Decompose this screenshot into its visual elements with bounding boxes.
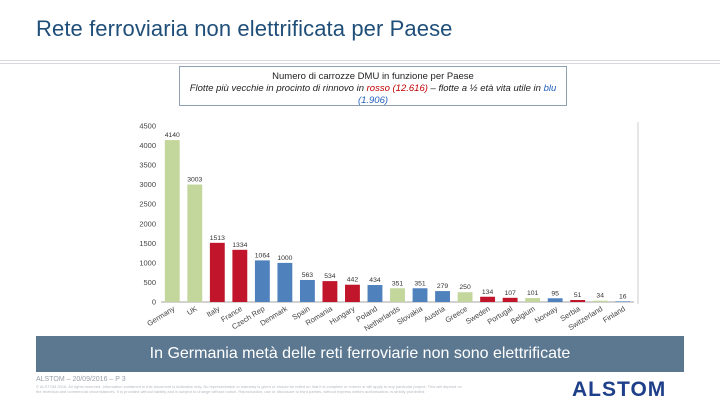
y-tick-label: 2000 [139,219,156,228]
bar-belgium [525,298,541,302]
footer-disclaimer: © ALSTOM 2016. All rights reserved. Info… [36,384,462,394]
bar-serbia [570,300,586,302]
data-label: 563 [302,272,314,279]
data-label: 1513 [210,235,225,242]
caption-blue-text: blu (1.906) [357,83,557,106]
y-tick-label: 500 [143,278,156,287]
bar-france [232,249,248,302]
y-tick-label: 3500 [139,161,156,170]
chart-caption: Numero di carrozze DMU in funzione per P… [179,66,567,106]
x-tick-label: Austria [422,304,447,324]
data-label: 51 [574,292,582,299]
y-tick-label: 4000 [139,141,156,150]
data-label: 134 [482,289,494,296]
bar-chart: 0 500 1000 1500 2000 2500 3000 3500 4000 4500 4140… [139,122,639,333]
alstom-logo: ALSTOM [572,378,667,401]
data-label: 107 [504,290,516,297]
data-label: 16 [619,293,627,300]
bar-hungary [345,284,360,302]
x-tick-label: Belgium [509,304,537,326]
caption-line-1: Numero di carrozze DMU in funzione per P… [272,71,474,82]
x-tick-label: UK [185,304,199,317]
y-tick-label: 4500 [139,122,156,131]
data-label: 1000 [277,255,292,262]
bar-norway [547,298,563,302]
data-label: 250 [459,284,471,291]
bar-romania [322,281,338,302]
bar-slovakia [412,288,428,302]
y-tick-label: 3000 [139,180,156,189]
data-label: 442 [347,277,359,284]
title-divider [0,58,720,66]
data-label: 1064 [255,252,270,259]
x-tick-label: Norway [533,304,560,325]
y-tick-label: 0 [152,298,156,307]
bar-finland [615,301,631,302]
caption-red-text: rosso (12.616) [366,83,428,94]
bar-portugal [502,297,518,302]
data-label: 351 [414,280,426,287]
conclusion-banner: In Germania metà delle reti ferroviarie … [36,336,684,372]
bar-spain [299,279,315,302]
data-label: 34 [596,293,604,300]
page-title: Rete ferroviaria non elettrificata per P… [36,16,453,41]
y-tick-label: 1500 [139,239,156,248]
bar-germany [164,140,180,302]
data-label: 351 [392,280,404,287]
bar-poland [367,285,383,302]
bar-uk [187,184,203,302]
data-label: 279 [437,283,449,290]
caption-line-2: Flotte più vecchie in procinto di rinnov… [180,83,566,107]
data-label: 534 [324,273,336,280]
data-label: 4140 [165,132,180,139]
caption-prefix: Flotte più vecchie in procinto di rinnov… [189,83,367,94]
x-tick-label: Hungary [328,304,357,327]
x-tick-label: Slovakia [395,304,425,327]
data-label: 101 [527,290,539,297]
caption-mid: – flotte a ½ età vita utile in [427,83,544,94]
bar-switzerland [592,300,608,302]
data-label: 3003 [187,177,202,184]
y-tick-label: 2500 [139,200,156,209]
bar-sweden [480,296,496,302]
bar-denmark [277,262,293,302]
data-label: 95 [551,290,559,297]
bar-czech-rep [254,260,270,302]
bar-greece [457,292,473,302]
footer-reference: ALSTOM – 20/09/2016 – P 3 [36,376,126,383]
bar-italy [209,242,225,302]
x-tick-label: Germany [145,304,176,328]
bar-netherlands [390,288,405,302]
x-tick-label: Finland [601,304,627,325]
data-label: 434 [369,277,381,284]
y-tick-label: 1000 [139,258,156,267]
bar-austria [435,291,450,302]
x-tick-label: Portugal [486,304,515,327]
bar-chart-container: 0 500 1000 1500 2000 2500 3000 3500 4000 4500 4140… [129,116,644,336]
data-label: 1334 [232,242,247,249]
